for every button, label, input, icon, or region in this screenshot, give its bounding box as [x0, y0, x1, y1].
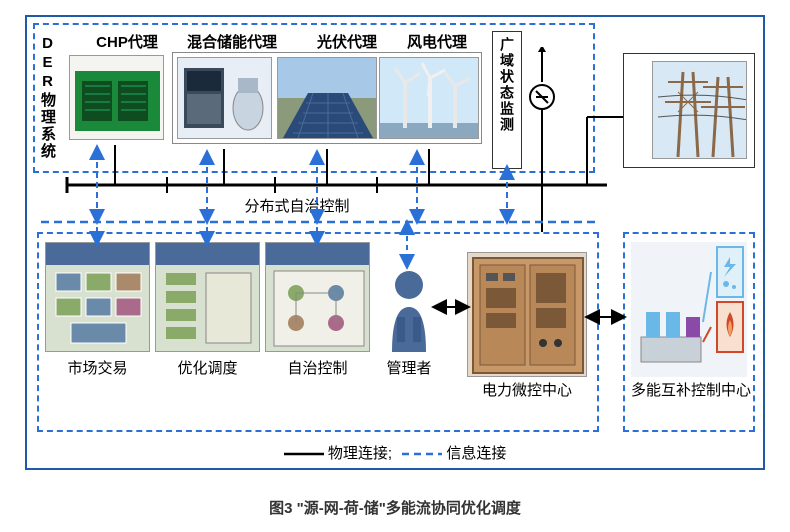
wind-thumb	[379, 57, 479, 139]
micro-label: 电力微控中心	[467, 382, 587, 400]
auton-thumb	[265, 242, 370, 352]
opt-thumb	[155, 242, 260, 352]
hybrid-thumb	[177, 57, 272, 139]
market-label: 市场交易	[45, 357, 150, 378]
multi-thumb	[631, 242, 747, 377]
wide-area-vlabel: 广域状态监测	[497, 37, 517, 133]
market-thumb	[45, 242, 150, 352]
mid-label: 分布式自治控制	[217, 195, 377, 216]
pv-label: 光伏代理	[307, 31, 387, 52]
chp-thumb	[69, 55, 164, 140]
manager-label: 管理者	[377, 357, 441, 378]
legend-phys: 物理连接;	[328, 445, 392, 462]
chp-label: CHP代理	[87, 31, 167, 52]
manager-icon	[382, 267, 437, 357]
legend-info: 信息连接	[446, 445, 506, 462]
der-system-vlabel: DER物理系统	[37, 35, 58, 160]
legend-row: 物理连接; 信息连接	[27, 442, 763, 463]
auton-label: 自治控制	[265, 357, 370, 378]
hybrid-label: 混合储能代理	[177, 31, 287, 52]
diagram-outer: DER物理系统 CHP代理 混合储能代理 光伏代理 风电代理	[25, 15, 765, 470]
wind-label: 风电代理	[397, 31, 477, 52]
upper-grid-thumb	[652, 61, 747, 159]
multi-label: 多能互补控制中心	[627, 382, 755, 400]
figure-caption: 图3 "源-网-荷-储"多能流协同优化调度	[0, 497, 790, 518]
opt-label: 优化调度	[155, 357, 260, 378]
pv-thumb	[277, 57, 377, 139]
micro-thumb	[467, 252, 587, 377]
